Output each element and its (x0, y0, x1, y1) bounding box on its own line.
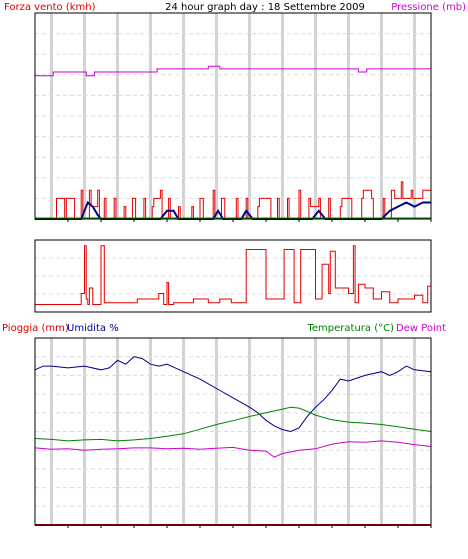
humidity-temperature-panel (34, 337, 432, 528)
dewpoint-axis-label: Dew Point (396, 323, 446, 334)
temperature-axis-label: Temperatura (°C) (306, 323, 394, 334)
direction-plot-border (34, 239, 432, 313)
pressure-line (35, 65, 431, 77)
chart-title: 24 hour graph day : 18 Settembre 2009 (165, 2, 365, 13)
wind-pressure-panel (34, 12, 432, 222)
wind-axis-label: Forza vento (kmh) (4, 2, 96, 13)
temperature-line (34, 406, 432, 442)
wind-gust-line (35, 181, 431, 220)
rain-axis-label: Pioggia (mm) (2, 323, 69, 334)
humidity-line (34, 356, 432, 433)
pressure-axis-label: Pressione (mb) (391, 2, 466, 13)
humidity-axis-label: Umidita % (67, 323, 119, 334)
wind-direction-panel (34, 239, 432, 313)
dewpoint-line (34, 440, 432, 458)
wind-direction-line (35, 245, 432, 305)
